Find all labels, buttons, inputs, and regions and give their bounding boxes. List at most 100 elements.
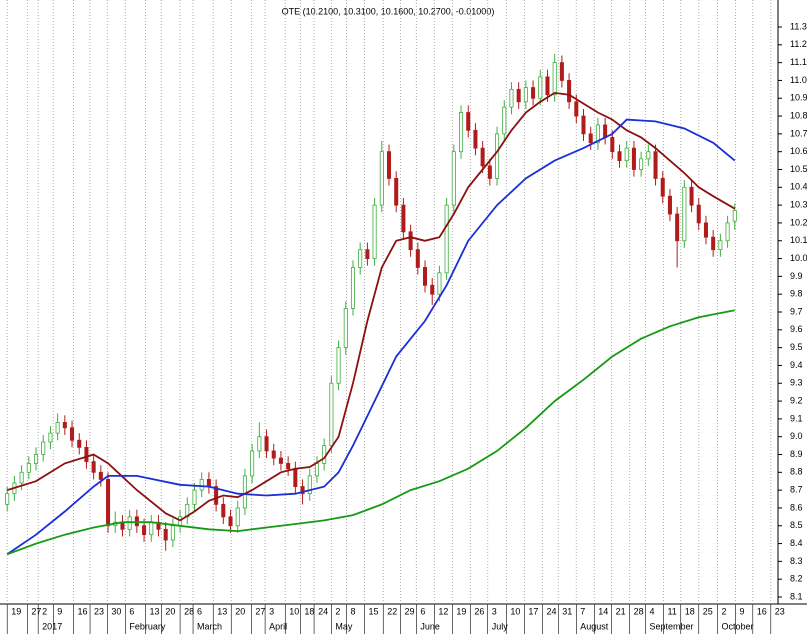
x-tick-label: 7 [580, 606, 585, 616]
x-tick-label: 27 [255, 606, 265, 616]
candle-body [545, 76, 550, 96]
candle-body [502, 106, 507, 135]
y-tick-label: 10.6 [790, 146, 807, 156]
candle-body [711, 236, 716, 251]
candle-body [228, 516, 233, 527]
x-tick-label: 24 [318, 606, 328, 616]
candle-body [415, 249, 420, 268]
x-tick-label: 13 [150, 606, 160, 616]
month-label: April [269, 621, 287, 631]
candle-body [422, 267, 428, 286]
candle-body [271, 450, 276, 459]
y-tick-label: 9.5 [790, 342, 803, 352]
y-tick-label: 10.2 [790, 217, 807, 227]
candle-body [653, 151, 658, 179]
candle-body [19, 471, 24, 484]
candle-body [26, 463, 31, 473]
x-tick-label: 4 [649, 606, 654, 616]
x-tick-label: 2 [42, 606, 47, 616]
candle-body [451, 151, 456, 206]
y-tick-label: 11.3 [790, 21, 807, 31]
y-tick-label: 9.3 [790, 378, 803, 388]
x-tick-label: 13 [217, 606, 227, 616]
candle-body [206, 479, 211, 487]
y-tick-label: 10.0 [790, 253, 807, 263]
y-tick-label: 9.2 [790, 395, 803, 405]
candle-body [581, 115, 586, 135]
candle-body [41, 441, 46, 455]
candle-body [588, 133, 593, 144]
y-tick-label: 8.8 [790, 467, 803, 477]
candle-body [163, 528, 168, 541]
candle-body [682, 186, 687, 242]
x-tick-label: 31 [562, 606, 572, 616]
x-tick-label: 23 [775, 606, 785, 616]
candle-body [725, 222, 730, 242]
candle-body [329, 382, 334, 446]
x-tick-label: 9 [739, 606, 744, 616]
candle-body [307, 475, 312, 495]
x-tick-label: 24 [546, 606, 556, 616]
y-tick-label: 8.3 [790, 556, 803, 566]
x-tick-label: 6 [197, 606, 202, 616]
month-label: July [492, 621, 509, 631]
candle-body [33, 454, 39, 464]
candle-body [142, 525, 147, 536]
month-label: 2017 [42, 621, 62, 631]
y-tick-label: 9.0 [790, 431, 803, 441]
x-tick-label: 20 [235, 606, 245, 616]
y-tick-label: 10.9 [790, 93, 807, 103]
candle-body [696, 204, 701, 224]
candle-body [250, 450, 255, 477]
candle-body [98, 471, 103, 480]
x-tick-label: 21 [616, 606, 626, 616]
x-tick-label: 25 [703, 606, 713, 616]
candle-body [55, 422, 60, 434]
candle-body [509, 88, 514, 108]
candle-body [639, 158, 644, 170]
candle-body [278, 457, 283, 464]
candle-body [156, 521, 161, 530]
candle-body [199, 479, 204, 491]
candle-body [538, 76, 543, 99]
candle-body [257, 436, 262, 452]
x-tick-label: 30 [111, 606, 121, 616]
candle-body [459, 112, 464, 153]
x-tick-label: 19 [11, 606, 21, 616]
y-tick-label: 8.7 [790, 485, 803, 495]
candle-body [718, 240, 723, 251]
month-label: June [420, 621, 440, 631]
candle-body [480, 147, 485, 167]
candle-body [667, 195, 672, 215]
chart-title: OTE (10.2100, 10.3100, 10.1600, 10.2700,… [282, 6, 495, 16]
candle-body [631, 147, 636, 170]
x-tick-label: 22 [387, 606, 397, 616]
candle-body [603, 124, 608, 138]
x-tick-label: 11 [667, 606, 676, 616]
month-label: February [129, 621, 166, 631]
y-tick-label: 8.5 [790, 520, 803, 530]
candle-body [365, 249, 370, 259]
candle-body [495, 133, 500, 179]
x-tick-label: 18 [304, 606, 314, 616]
candle-body [473, 129, 478, 149]
x-tick-label: 16 [77, 606, 87, 616]
y-tick-label: 10.1 [790, 235, 807, 245]
candle-body [242, 475, 247, 509]
candle-body [610, 137, 615, 153]
y-tick-label: 8.1 [790, 591, 803, 601]
candle-body [379, 151, 384, 206]
x-tick-label: 9 [57, 606, 62, 616]
x-tick-label: 28 [184, 606, 194, 616]
candle-body [48, 432, 53, 443]
candle-body [660, 178, 665, 197]
candle-body [214, 486, 219, 505]
candle-body [689, 186, 694, 206]
candle-body [574, 101, 579, 117]
candle-body [358, 249, 363, 268]
candle-body [444, 204, 449, 274]
x-tick-label: 26 [474, 606, 484, 616]
candle-body [466, 112, 471, 131]
